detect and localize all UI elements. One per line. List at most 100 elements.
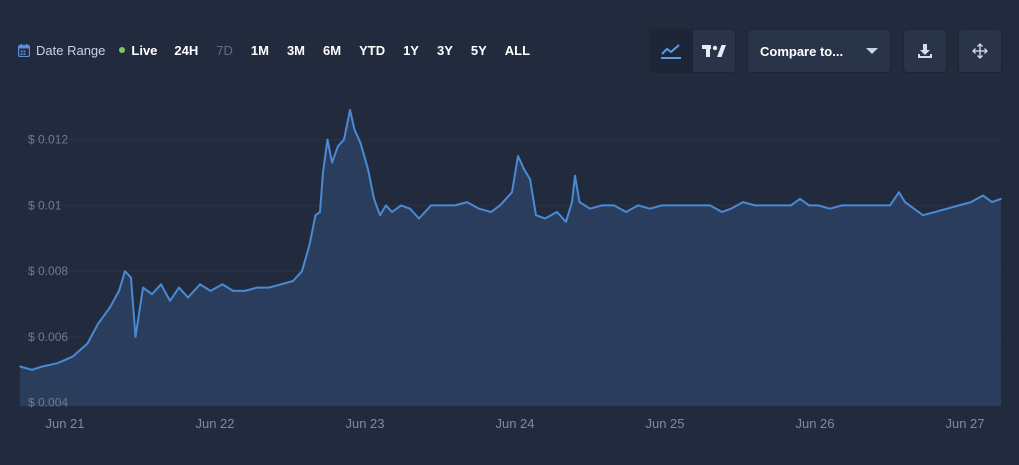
data-point [898,191,900,194]
data-point [349,109,351,111]
data-point [673,204,675,207]
x-tick-label: Jun 24 [495,416,534,431]
data-point [134,336,137,338]
x-axis-ticks: Jun 21 Jun 22 Jun 23 Jun 24 Jun 25 Jun 26 Jun … [45,416,984,431]
live-label: Live [131,42,158,58]
data-point [571,201,573,203]
data-point [904,201,906,203]
live-button[interactable]: Live [119,43,157,58]
data-point [613,204,615,207]
range-button-6m[interactable]: 6M [323,42,342,58]
data-point [466,201,468,203]
data-point [742,201,744,203]
data-point [841,204,843,207]
data-point [730,207,732,210]
y-tick-label: $ 0.012 [28,133,68,147]
download-icon [918,44,932,58]
data-point [490,211,492,213]
data-point [331,161,333,164]
data-point [359,142,362,144]
data-point [322,171,324,174]
data-point [578,201,581,203]
data-point [511,191,513,194]
date-range-button[interactable]: Date Range [18,43,105,58]
data-point [625,211,627,213]
data-point [709,204,711,207]
chart-type-switch [649,29,736,73]
data-point [130,276,132,279]
line-chart-button[interactable] [650,30,693,72]
x-tick-label: Jun 23 [345,416,384,431]
data-point [865,204,867,207]
data-point [308,244,311,246]
data-point [353,128,356,131]
data-point [574,174,576,177]
compare-label: Compare to... [760,43,844,59]
data-point [379,214,381,217]
data-point [565,221,567,223]
download-button[interactable] [903,29,947,73]
data-point [808,204,810,207]
series-area [20,110,1001,406]
data-point [292,280,294,282]
range-button-5y[interactable]: 5Y [470,42,487,58]
data-point [71,355,74,358]
data-point [478,207,480,210]
data-point [326,138,329,141]
range-button-ytd[interactable]: YTD [359,42,386,58]
data-point [799,198,801,200]
data-point [97,322,99,325]
data-point [319,211,321,213]
calendar-icon [18,43,30,57]
data-point [853,204,855,207]
x-tick-label: Jun 22 [195,416,234,431]
range-button-all[interactable]: ALL [504,42,531,58]
data-point [118,290,120,292]
line-chart-icon [661,44,682,59]
range-button-1y[interactable]: 1Y [403,42,419,58]
data-point [178,286,180,289]
data-point [142,286,144,289]
data-point [151,293,153,295]
data-point [523,168,525,170]
compare-dropdown[interactable]: Compare to... [747,29,891,73]
tradingview-logo-icon [701,45,726,57]
range-button-3m[interactable]: 3M [286,42,306,58]
move-chart-button[interactable] [958,29,1002,73]
data-point [124,270,126,272]
data-point [556,211,558,213]
data-point [544,217,546,220]
data-point [343,138,345,141]
data-point [913,207,915,210]
data-point [721,211,723,213]
data-point [889,204,891,207]
data-point [946,207,948,210]
x-tick-label: Jun 25 [645,416,684,431]
range-button-3y[interactable]: 3Y [436,42,453,58]
data-point [1000,198,1002,200]
data-point [268,286,270,289]
range-selector: Date Range Live 24H 7D 1M 3M 6M YTD 1Y 3… [18,40,548,60]
data-point [778,204,780,207]
data-point [209,290,212,292]
price-chart: $ 0.004 $ 0.006 $ 0.008 $ 0.01 $ 0.012 Jun 2… [19,109,1002,431]
data-point [373,198,375,200]
data-point [754,204,756,207]
data-point [160,283,162,286]
data-point [367,168,369,170]
data-point [56,362,59,365]
data-point [877,204,879,207]
range-button-7d: 7D [216,42,233,58]
range-button-24h[interactable]: 24H [174,42,199,58]
data-point [697,204,699,207]
range-button-1m[interactable]: 1M [250,42,269,58]
data-point [280,283,282,286]
data-point [934,211,936,213]
data-point [31,369,33,371]
tradingview-chart-button[interactable] [693,30,736,72]
data-point [517,155,519,157]
y-tick-label: $ 0.004 [28,396,68,410]
data-point [86,342,89,345]
data-point [685,204,687,207]
live-indicator-dot [119,47,126,53]
